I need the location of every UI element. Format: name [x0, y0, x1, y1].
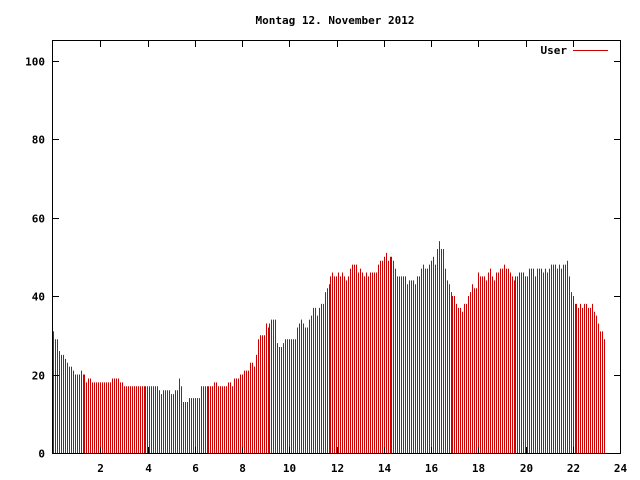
x-axis: 2 4 6 8 10 12 14 16 18 20 22 24	[97, 41, 627, 475]
x-tick-label: 20	[520, 462, 533, 475]
y-tick-label: 100	[25, 56, 45, 69]
legend: User	[541, 44, 608, 57]
y-tick-label: 40	[32, 291, 45, 304]
x-tick-label: 22	[567, 462, 580, 475]
x-tick-label: 18	[472, 462, 485, 475]
y-tick-label: 20	[32, 370, 45, 383]
x-tick-label: 6	[192, 462, 199, 475]
legend-label-user: User	[541, 44, 568, 57]
y-tick-label: 80	[32, 134, 45, 147]
y-tick-label: 0	[38, 448, 45, 461]
bar-series-user	[53, 241, 605, 453]
x-tick-label: 24	[614, 462, 628, 475]
x-tick-label: 12	[331, 462, 344, 475]
x-tick-label: 4	[145, 462, 152, 475]
x-tick-label: 10	[283, 462, 296, 475]
x-tick-label: 8	[239, 462, 246, 475]
x-tick-label: 2	[97, 462, 104, 475]
y-tick-label: 60	[32, 213, 45, 226]
plot-frame	[52, 40, 621, 454]
x-tick-label: 16	[425, 462, 439, 475]
chart-title: Montag 12. November 2012	[256, 14, 415, 27]
x-tick-label: 14	[378, 462, 392, 475]
y-axis: 0 20 40 60 80 100	[25, 56, 620, 461]
